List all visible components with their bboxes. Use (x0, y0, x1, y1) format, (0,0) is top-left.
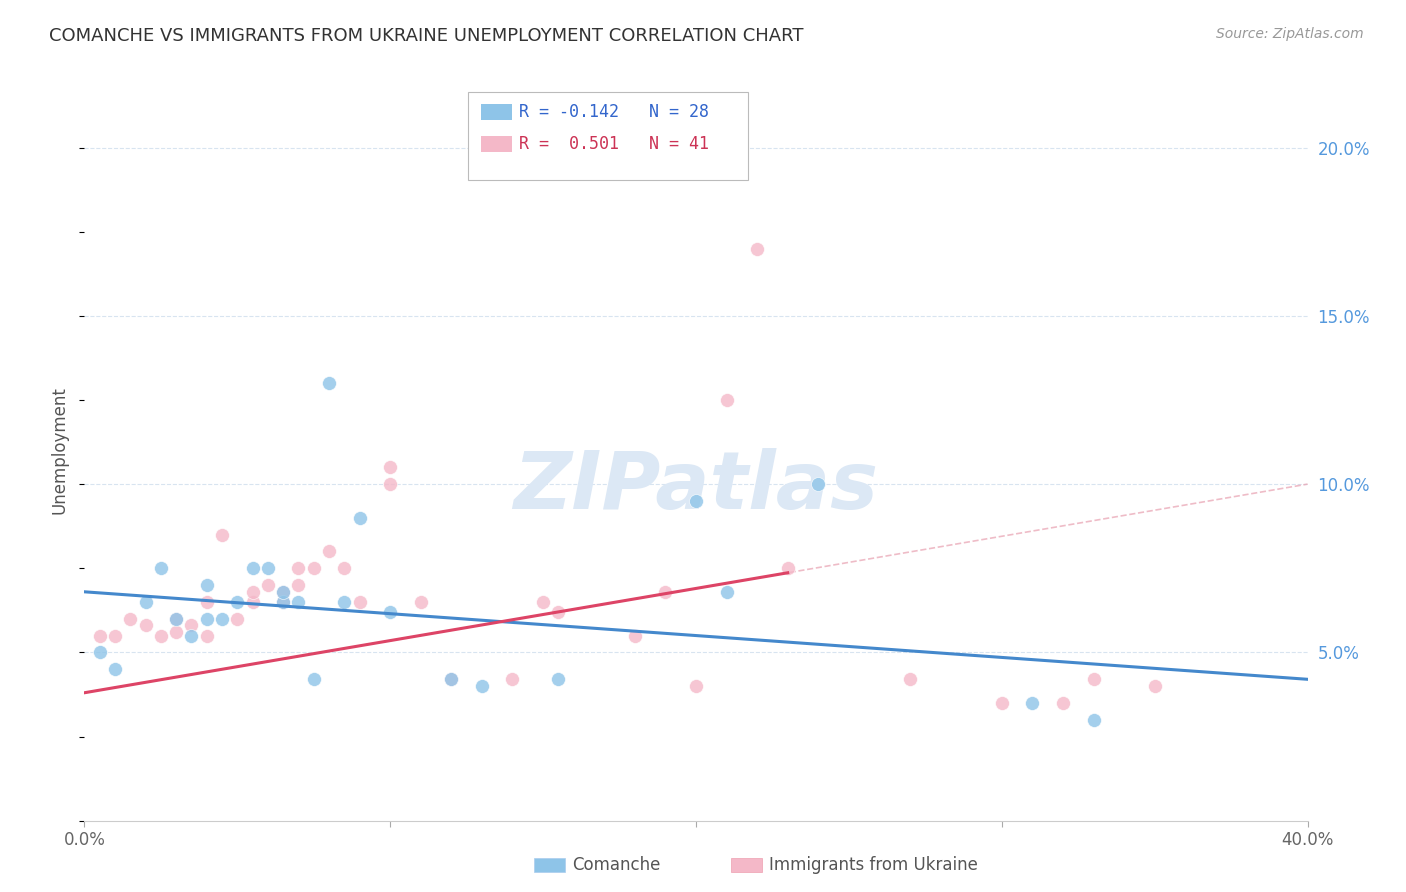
Point (1083, 673, 1105, 687)
Point (195, 612, 218, 626)
Text: Immigrants from Ukraine: Immigrants from Ukraine (769, 856, 979, 874)
Point (257, 578, 280, 592)
Text: R =  0.501   N = 41: R = 0.501 N = 41 (519, 135, 709, 153)
Text: Source: ZipAtlas.com: Source: ZipAtlas.com (1216, 27, 1364, 41)
Point (211, 527, 233, 541)
Point (502, 673, 524, 687)
Point (685, 679, 707, 693)
Point (807, 477, 830, 491)
Point (195, 578, 218, 592)
Point (180, 618, 202, 632)
Point (349, 510, 371, 524)
Point (89, 628, 111, 642)
Point (287, 578, 309, 592)
Point (1083, 713, 1105, 727)
Point (747, 242, 769, 256)
Point (898, 673, 921, 687)
Point (226, 612, 249, 626)
Point (1052, 696, 1074, 710)
Point (440, 673, 463, 687)
Point (380, 477, 402, 491)
Point (349, 595, 371, 609)
Point (333, 561, 356, 575)
Text: ZIPatlas: ZIPatlas (513, 449, 879, 526)
Point (135, 595, 157, 609)
Point (165, 612, 187, 626)
Point (1143, 679, 1166, 693)
Point (271, 584, 294, 599)
Point (716, 392, 738, 407)
Point (211, 612, 233, 626)
Point (318, 544, 340, 558)
Point (302, 673, 325, 687)
Point (471, 679, 494, 693)
Text: Comanche: Comanche (572, 856, 661, 874)
Text: R = -0.142   N = 28: R = -0.142 N = 28 (519, 103, 709, 121)
Point (776, 561, 799, 575)
Point (654, 584, 676, 599)
Point (440, 673, 463, 687)
Point (120, 612, 142, 626)
Point (271, 584, 294, 599)
Point (271, 595, 294, 609)
Y-axis label: Unemployment: Unemployment (51, 386, 69, 515)
Point (149, 628, 172, 642)
Point (165, 612, 187, 626)
Point (257, 561, 280, 575)
Point (104, 662, 127, 676)
Point (547, 673, 569, 687)
Point (318, 376, 340, 391)
Point (195, 595, 218, 609)
Text: COMANCHE VS IMMIGRANTS FROM UKRAINE UNEMPLOYMENT CORRELATION CHART: COMANCHE VS IMMIGRANTS FROM UKRAINE UNEM… (49, 27, 804, 45)
Point (104, 628, 127, 642)
Point (991, 696, 1014, 710)
Point (685, 494, 707, 508)
Point (531, 595, 554, 609)
Point (716, 584, 738, 599)
Point (409, 595, 432, 609)
Point (302, 561, 325, 575)
Point (380, 605, 402, 619)
Point (380, 460, 402, 475)
Point (195, 628, 218, 642)
Point (624, 628, 647, 642)
Point (226, 595, 249, 609)
Point (165, 625, 187, 640)
Point (1021, 696, 1043, 710)
Point (89, 645, 111, 659)
Point (333, 595, 356, 609)
Point (547, 605, 569, 619)
Point (180, 628, 202, 642)
Point (242, 595, 264, 609)
Point (271, 595, 294, 609)
Point (135, 618, 157, 632)
Point (149, 561, 172, 575)
Point (242, 584, 264, 599)
Point (287, 595, 309, 609)
Point (287, 561, 309, 575)
Point (242, 561, 264, 575)
